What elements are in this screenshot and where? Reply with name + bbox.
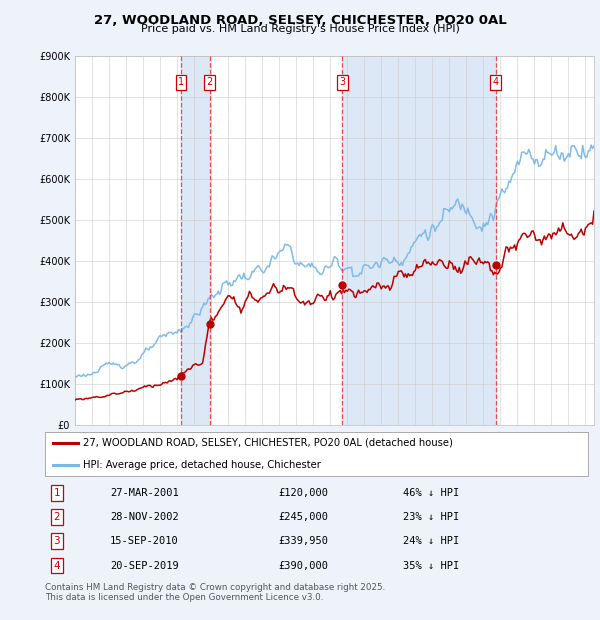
- Text: 1: 1: [53, 488, 60, 498]
- Text: 1: 1: [178, 78, 184, 87]
- Text: 3: 3: [339, 78, 346, 87]
- Text: £339,950: £339,950: [278, 536, 328, 546]
- Text: 28-NOV-2002: 28-NOV-2002: [110, 512, 179, 522]
- Text: Contains HM Land Registry data © Crown copyright and database right 2025.
This d: Contains HM Land Registry data © Crown c…: [45, 583, 385, 602]
- Text: £120,000: £120,000: [278, 488, 328, 498]
- Text: 3: 3: [53, 536, 60, 546]
- Text: £390,000: £390,000: [278, 560, 328, 570]
- Text: 27, WOODLAND ROAD, SELSEY, CHICHESTER, PO20 0AL (detached house): 27, WOODLAND ROAD, SELSEY, CHICHESTER, P…: [83, 438, 453, 448]
- Bar: [343, 56, 496, 425]
- Text: 23% ↓ HPI: 23% ↓ HPI: [403, 512, 460, 522]
- Text: 35% ↓ HPI: 35% ↓ HPI: [403, 560, 460, 570]
- Text: 4: 4: [53, 560, 60, 570]
- Bar: [181, 56, 209, 425]
- Text: HPI: Average price, detached house, Chichester: HPI: Average price, detached house, Chic…: [83, 460, 321, 470]
- Text: 27-MAR-2001: 27-MAR-2001: [110, 488, 179, 498]
- Text: Price paid vs. HM Land Registry's House Price Index (HPI): Price paid vs. HM Land Registry's House …: [140, 24, 460, 34]
- Text: 20-SEP-2019: 20-SEP-2019: [110, 560, 179, 570]
- Text: 46% ↓ HPI: 46% ↓ HPI: [403, 488, 460, 498]
- Text: 2: 2: [53, 512, 60, 522]
- Text: 2: 2: [206, 78, 213, 87]
- Text: 27, WOODLAND ROAD, SELSEY, CHICHESTER, PO20 0AL: 27, WOODLAND ROAD, SELSEY, CHICHESTER, P…: [94, 14, 506, 27]
- Text: 4: 4: [493, 78, 499, 87]
- Text: 15-SEP-2010: 15-SEP-2010: [110, 536, 179, 546]
- Text: £245,000: £245,000: [278, 512, 328, 522]
- Text: 24% ↓ HPI: 24% ↓ HPI: [403, 536, 460, 546]
